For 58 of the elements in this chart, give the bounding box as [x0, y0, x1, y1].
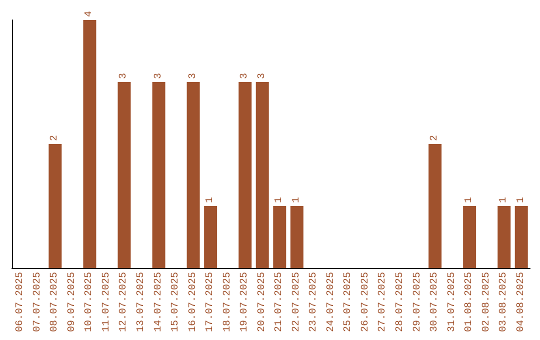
bar [256, 82, 269, 268]
data-label: 3 [153, 72, 164, 79]
x-tick-label: 30.07.2025 [430, 272, 441, 332]
x-tick-label: 24.07.2025 [326, 272, 337, 332]
x-tick-label: 09.07.2025 [66, 272, 78, 332]
data-label: 1 [274, 196, 286, 203]
data-label: 1 [498, 196, 510, 203]
bar [83, 20, 96, 268]
x-tick-label: 14.07.2025 [153, 272, 164, 332]
x-tick-label: 23.07.2025 [308, 272, 320, 332]
bar [273, 206, 286, 268]
x-tick-label: 26.07.2025 [360, 272, 372, 332]
data-label: 2 [50, 134, 61, 141]
bar [204, 206, 218, 268]
x-tick-label: 19.07.2025 [240, 272, 251, 332]
x-tick-label: 01.08.2025 [464, 272, 476, 332]
x-tick-label: 25.07.2025 [343, 272, 354, 332]
data-label: 1 [291, 196, 302, 203]
x-tick-label: 08.07.2025 [50, 272, 61, 332]
bar [152, 82, 166, 268]
bar [48, 144, 62, 268]
data-label: 2 [430, 134, 441, 141]
x-tick-label: 21.07.2025 [274, 272, 286, 332]
data-label: 1 [205, 196, 216, 203]
x-tick-label: 11.07.2025 [101, 272, 112, 332]
x-tick-label: 12.07.2025 [118, 272, 130, 332]
bar [498, 206, 511, 268]
x-tick-label: 07.07.2025 [32, 272, 44, 332]
x-tick-label: 18.07.2025 [222, 272, 234, 332]
data-label: 1 [464, 196, 476, 203]
x-tick-label: 03.08.2025 [498, 272, 510, 332]
bar [186, 82, 200, 268]
bar [463, 206, 476, 268]
bar [514, 206, 528, 268]
bar [118, 82, 131, 268]
data-label: 1 [516, 196, 527, 203]
x-tick-label: 16.07.2025 [188, 272, 199, 332]
data-label: 3 [118, 72, 130, 79]
data-label: 3 [240, 72, 251, 79]
bar [238, 82, 252, 268]
x-tick-label: 20.07.2025 [256, 272, 268, 332]
x-tick-label: 27.07.2025 [378, 272, 389, 332]
x-tick-label: 15.07.2025 [170, 272, 182, 332]
data-label: 3 [256, 72, 268, 79]
x-tick-label: 13.07.2025 [136, 272, 147, 332]
x-tick-label: 06.07.2025 [15, 272, 26, 332]
bar [428, 144, 442, 268]
x-tick-label: 10.07.2025 [84, 272, 96, 332]
bar [290, 206, 304, 268]
data-label: 3 [188, 72, 199, 79]
x-tick-label: 29.07.2025 [412, 272, 424, 332]
x-tick-label: 04.08.2025 [516, 272, 527, 332]
x-tick-label: 22.07.2025 [291, 272, 302, 332]
x-tick-label: 28.07.2025 [395, 272, 406, 332]
x-tick-label: 02.08.2025 [481, 272, 492, 332]
x-tick-label: 17.07.2025 [205, 272, 216, 332]
data-label: 4 [84, 10, 96, 17]
x-tick-label: 31.07.2025 [446, 272, 458, 332]
